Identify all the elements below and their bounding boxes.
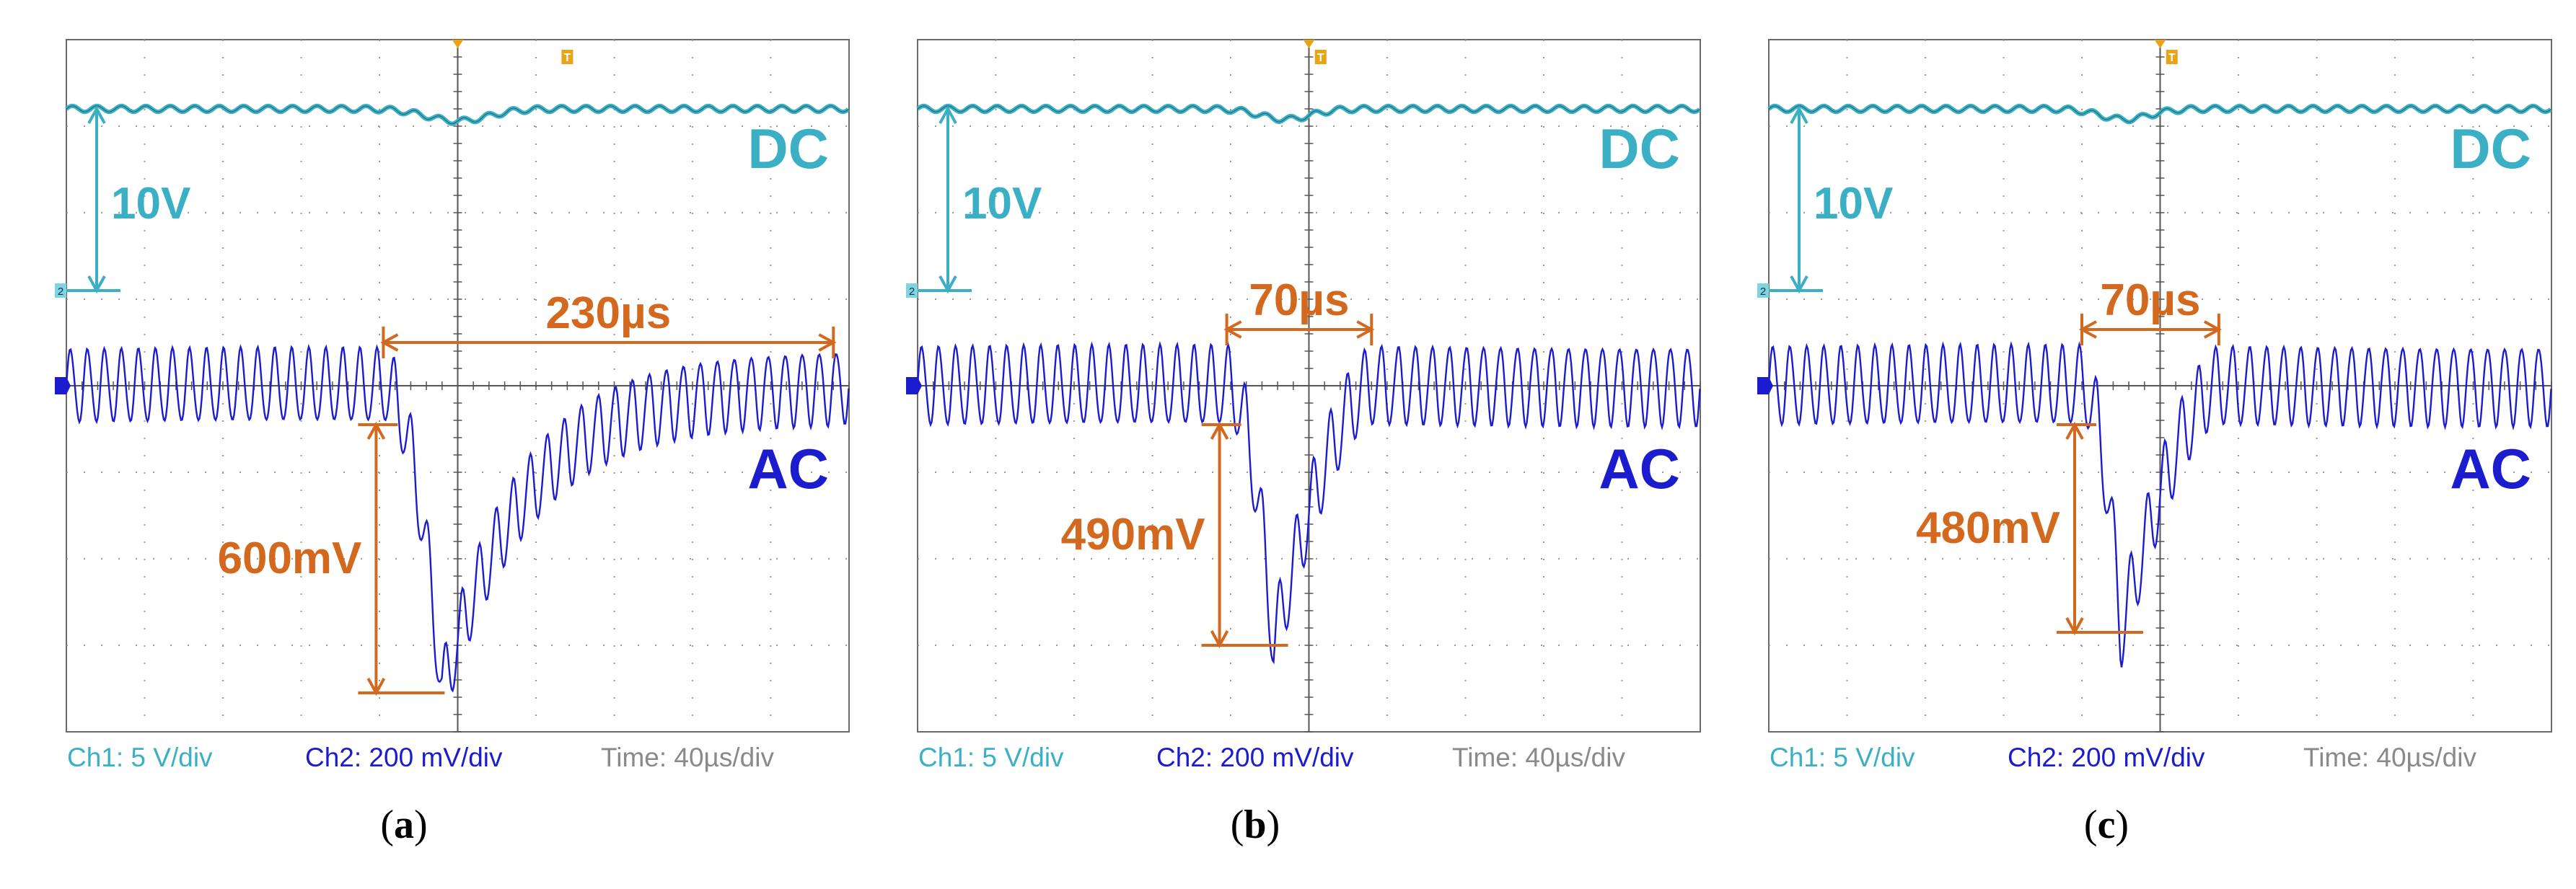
scale-row-b: Ch1: 5 V/div Ch2: 200 mV/div Time: 40µs/… — [915, 743, 1708, 786]
dc-channel-label: DC — [747, 117, 829, 180]
scale-row-a: Ch1: 5 V/div Ch2: 200 mV/div Time: 40µs/… — [63, 743, 857, 786]
caption-letter: a — [394, 802, 414, 847]
voltage-drop-label: 490mV — [1061, 510, 1205, 560]
voltage-arrow-bottom — [1210, 630, 1229, 649]
ch1-scale-label: Ch1: 5 V/div — [67, 743, 213, 772]
voltage-arrow-top — [1210, 421, 1229, 440]
dc-amplitude-arrow-top — [938, 105, 957, 124]
ch1-ground-marker-glyph: 2 — [909, 286, 915, 298]
ch1-ground-marker-glyph: 2 — [58, 286, 63, 298]
ch2-scale-label: Ch2: 200 mV/div — [2008, 743, 2205, 772]
ch1-ground-marker-glyph: 2 — [1760, 286, 1766, 298]
panel-c: T 2 10V DC AC 480mV 70µs Ch1: 5 V/div Ch2: 200… — [1702, 0, 2552, 889]
time-scale-label: Time: 40µs/div — [601, 743, 774, 772]
dc-amplitude-arrow-top — [87, 105, 106, 124]
scope-plot-c: T 2 10V DC AC 480mV 70µs — [1757, 39, 2552, 733]
ac-channel-label: AC — [1599, 437, 1680, 500]
voltage-arrow-bottom — [2065, 617, 2084, 636]
trigger-position-icon — [452, 40, 464, 48]
dc-trace-core — [66, 105, 849, 125]
trigger-level-icon-glyph: T — [1317, 52, 1324, 64]
recovery-arrow-left — [2078, 320, 2097, 339]
ch2-ground-marker — [906, 377, 922, 394]
recovery-arrow-left — [1223, 320, 1242, 339]
ch1-scale-label: Ch1: 5 V/div — [1770, 743, 1915, 772]
time-scale-label: Time: 40µs/div — [2303, 743, 2476, 772]
caption-c: (c) — [2083, 802, 2129, 847]
ac-channel-label: AC — [747, 437, 829, 500]
scale-row-c: Ch1: 5 V/div Ch2: 200 mV/div Time: 40µs/… — [1766, 743, 2559, 786]
ch2-ground-marker — [1757, 377, 1773, 394]
trigger-level-icon-glyph: T — [564, 52, 571, 64]
caption-b: (b) — [1230, 802, 1280, 847]
voltage-arrow-top — [366, 421, 386, 440]
voltage-drop-label: 600mV — [217, 534, 361, 583]
trigger-position-icon — [2154, 40, 2166, 48]
recovery-time-label: 230µs — [546, 288, 672, 338]
recovery-arrow-right — [818, 333, 837, 352]
trigger-level-icon — [2166, 50, 2178, 64]
dc-amplitude-label: 10V — [962, 179, 1042, 229]
recovery-arrow-right — [1356, 320, 1375, 339]
ac-channel-label: AC — [2450, 437, 2531, 500]
caption-letter: c — [2097, 802, 2116, 847]
dc-trace-core — [1768, 105, 2551, 123]
ch1-ground-marker — [1757, 283, 1769, 298]
voltage-arrow-top — [2065, 421, 2084, 440]
dc-trace-core — [917, 105, 1700, 123]
recovery-time-label: 70µs — [2100, 275, 2200, 325]
ch2-scale-label: Ch2: 200 mV/div — [1156, 743, 1354, 772]
dc-amplitude-arrow-top — [1790, 105, 1808, 124]
scope-plot-b: T 2 10V DC AC 490mV 70µs — [906, 39, 1701, 733]
voltage-arrow-bottom — [366, 678, 386, 696]
ch2-ground-marker — [55, 377, 71, 394]
time-scale-label: Time: 40µs/div — [1452, 743, 1625, 772]
ac-trace — [65, 343, 850, 693]
ac-trace — [1767, 341, 2552, 668]
panel-b: T 2 10V DC AC 490mV 70µs Ch1: 5 V/div Ch2: 200… — [851, 0, 1701, 889]
panel-a: T 2 10V DC AC 600mV 230µs Ch1: 5 V/div Ch2: 20… — [0, 0, 850, 889]
recovery-arrow-right — [2203, 320, 2223, 339]
trigger-position-icon — [1303, 40, 1315, 48]
dc-amplitude-label: 10V — [1814, 179, 1893, 229]
trigger-level-icon — [1314, 50, 1327, 64]
dc-amplitude-label: 10V — [111, 179, 190, 229]
caption-a: (a) — [380, 802, 428, 847]
caption-letter: b — [1244, 802, 1267, 847]
voltage-drop-label: 480mV — [1916, 503, 2060, 553]
ch1-scale-label: Ch1: 5 V/div — [918, 743, 1064, 772]
trigger-level-icon-glyph: T — [2168, 52, 2176, 64]
dc-channel-label: DC — [1599, 117, 1680, 180]
ch1-ground-marker — [906, 283, 918, 298]
scope-plot-a: T 2 10V DC AC 600mV 230µs — [55, 39, 850, 733]
dc-channel-label: DC — [2450, 117, 2531, 180]
ac-trace — [916, 341, 1701, 665]
trigger-level-icon — [561, 50, 573, 64]
recovery-arrow-left — [380, 333, 399, 352]
ch2-scale-label: Ch2: 200 mV/div — [305, 743, 503, 772]
recovery-time-label: 70µs — [1249, 275, 1349, 325]
ch1-ground-marker — [55, 283, 66, 298]
